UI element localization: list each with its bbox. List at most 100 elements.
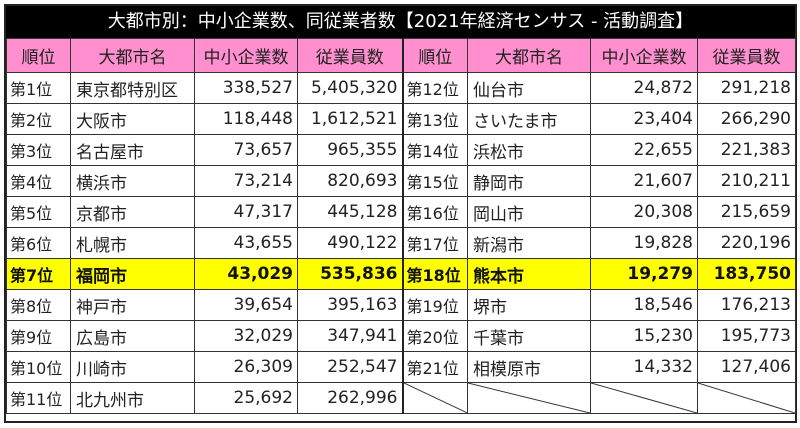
- employees-cell: 965,355: [297, 134, 403, 166]
- sme-count-cell: 24,872: [590, 72, 698, 104]
- rank-cell: 第18位: [401, 258, 468, 290]
- sme-count-cell: 43,029: [194, 258, 298, 290]
- sme-count-cell: 22,655: [590, 134, 698, 166]
- city-cell: 新潟市: [467, 227, 591, 259]
- employees-cell: 395,163: [297, 289, 403, 321]
- table-row: 第5位 京都市 47,317 445,128 第16位 岡山市 20,308 215,659: [6, 196, 796, 228]
- rank-cell: 第1位: [6, 72, 71, 104]
- header-employees: 従業員数: [697, 38, 796, 73]
- rank-cell: 第17位: [401, 227, 468, 259]
- employees-cell: 262,996: [297, 382, 403, 414]
- sme-count-cell: 19,828: [590, 227, 698, 259]
- header-row: 順位 大都市名 中小企業数 従業員数 順位 大都市名 中小企業数 従業員数: [6, 38, 796, 73]
- sme-count-cell: 47,317: [194, 196, 298, 228]
- rank-cell: 第13位: [401, 103, 468, 135]
- rank-cell: 第4位: [6, 165, 71, 197]
- employees-cell: 820,693: [297, 165, 403, 197]
- city-cell: 静岡市: [467, 165, 591, 197]
- rank-cell: 第19位: [401, 289, 468, 321]
- city-cell: 横浜市: [70, 165, 195, 197]
- employees-cell: 183,750: [697, 258, 796, 290]
- sme-count-cell: 39,654: [194, 289, 298, 321]
- city-cell: 千葉市: [467, 320, 591, 352]
- city-cell: 広島市: [70, 320, 195, 352]
- table-row: 第7位 福岡市 43,029 535,836 第18位 熊本市 19,279 183,750: [6, 258, 796, 290]
- sme-count-cell: 25,692: [194, 382, 298, 414]
- employees-cell: 220,196: [697, 227, 796, 259]
- rank-cell: 第15位: [401, 165, 468, 197]
- table-row: 第8位 神戸市 39,654 395,163 第19位 堺市 18,546 176,213: [6, 289, 796, 321]
- employees-cell: 266,290: [697, 103, 796, 135]
- city-cell: 札幌市: [70, 227, 195, 259]
- sme-count-cell: 118,448: [194, 103, 298, 135]
- city-cell: 堺市: [467, 289, 591, 321]
- empty-cell: [590, 382, 698, 414]
- ranking-sheet: 大都市別：中小企業数、同従業者数【2021年経済センサス - 活動調査】 順位 …: [4, 4, 797, 423]
- sme-count-cell: 23,404: [590, 103, 698, 135]
- city-cell: 北九州市: [70, 382, 195, 414]
- rank-cell: 第5位: [6, 196, 71, 228]
- city-cell: 大阪市: [70, 103, 195, 135]
- sme-count-cell: 14,332: [590, 351, 698, 383]
- table-row: 第11位 北九州市 25,692 262,996: [6, 382, 796, 414]
- city-cell: 仙台市: [467, 72, 591, 104]
- table-row: 第3位 名古屋市 73,657 965,355 第14位 浜松市 22,655 221,383: [6, 134, 796, 166]
- rank-cell: 第14位: [401, 134, 468, 166]
- rank-cell: 第16位: [401, 196, 468, 228]
- header-employees: 従業員数: [297, 38, 403, 73]
- employees-cell: 210,211: [697, 165, 796, 197]
- table-row: 第6位 札幌市 43,655 490,122 第17位 新潟市 19,828 220,196: [6, 227, 796, 259]
- employees-cell: 176,213: [697, 289, 796, 321]
- city-cell: 相模原市: [467, 351, 591, 383]
- employees-cell: 291,218: [697, 72, 796, 104]
- employees-cell: 490,122: [297, 227, 403, 259]
- rank-cell: 第3位: [6, 134, 71, 166]
- rank-cell: 第12位: [401, 72, 468, 104]
- table-row: 第10位 川崎市 26,309 252,547 第21位 相模原市 14,332 127,40…: [6, 351, 796, 383]
- rank-cell: 第9位: [6, 320, 71, 352]
- sme-count-cell: 338,527: [194, 72, 298, 104]
- rank-cell: 第20位: [401, 320, 468, 352]
- ranking-table: 順位 大都市名 中小企業数 従業員数 順位 大都市名 中小企業数 従業員数 第1…: [6, 38, 796, 414]
- sme-count-cell: 43,655: [194, 227, 298, 259]
- employees-cell: 535,836: [297, 258, 403, 290]
- header-rank: 順位: [6, 38, 71, 73]
- sme-count-cell: 73,657: [194, 134, 298, 166]
- employees-cell: 347,941: [297, 320, 403, 352]
- city-cell: 岡山市: [467, 196, 591, 228]
- city-cell: 浜松市: [467, 134, 591, 166]
- city-cell: 東京都特別区: [70, 72, 195, 104]
- rank-cell: 第6位: [6, 227, 71, 259]
- employees-cell: 1,612,521: [297, 103, 403, 135]
- empty-cell: [401, 382, 468, 414]
- city-cell: さいたま市: [467, 103, 591, 135]
- sme-count-cell: 19,279: [590, 258, 698, 290]
- employees-cell: 195,773: [697, 320, 796, 352]
- table-row: 第4位 横浜市 73,214 820,693 第15位 静岡市 21,607 210,211: [6, 165, 796, 197]
- employees-cell: 127,406: [697, 351, 796, 383]
- table-title: 大都市別：中小企業数、同従業者数【2021年経済センサス - 活動調査】: [6, 6, 795, 38]
- sme-count-cell: 32,029: [194, 320, 298, 352]
- sme-count-cell: 18,546: [590, 289, 698, 321]
- city-cell: 熊本市: [467, 258, 591, 290]
- city-cell: 名古屋市: [70, 134, 195, 166]
- city-cell: 福岡市: [70, 258, 195, 290]
- table-row: 第1位 東京都特別区 338,527 5,405,320 第12位 仙台市 24,872 29…: [6, 72, 796, 104]
- empty-cell: [697, 382, 796, 414]
- table-row: 第9位 広島市 32,029 347,941 第20位 千葉市 15,230 195,773: [6, 320, 796, 352]
- table-row: 第2位 大阪市 118,448 1,612,521 第13位 さいたま市 23,404 266…: [6, 103, 796, 135]
- employees-cell: 252,547: [297, 351, 403, 383]
- rank-cell: 第21位: [401, 351, 468, 383]
- header-city: 大都市名: [70, 38, 195, 73]
- employees-cell: 221,383: [697, 134, 796, 166]
- employees-cell: 5,405,320: [297, 72, 403, 104]
- sme-count-cell: 26,309: [194, 351, 298, 383]
- city-cell: 川崎市: [70, 351, 195, 383]
- header-rank: 順位: [401, 38, 468, 73]
- header-city: 大都市名: [467, 38, 591, 73]
- empty-cell: [467, 382, 591, 414]
- sme-count-cell: 15,230: [590, 320, 698, 352]
- rank-cell: 第8位: [6, 289, 71, 321]
- rank-cell: 第7位: [6, 258, 71, 290]
- employees-cell: 445,128: [297, 196, 403, 228]
